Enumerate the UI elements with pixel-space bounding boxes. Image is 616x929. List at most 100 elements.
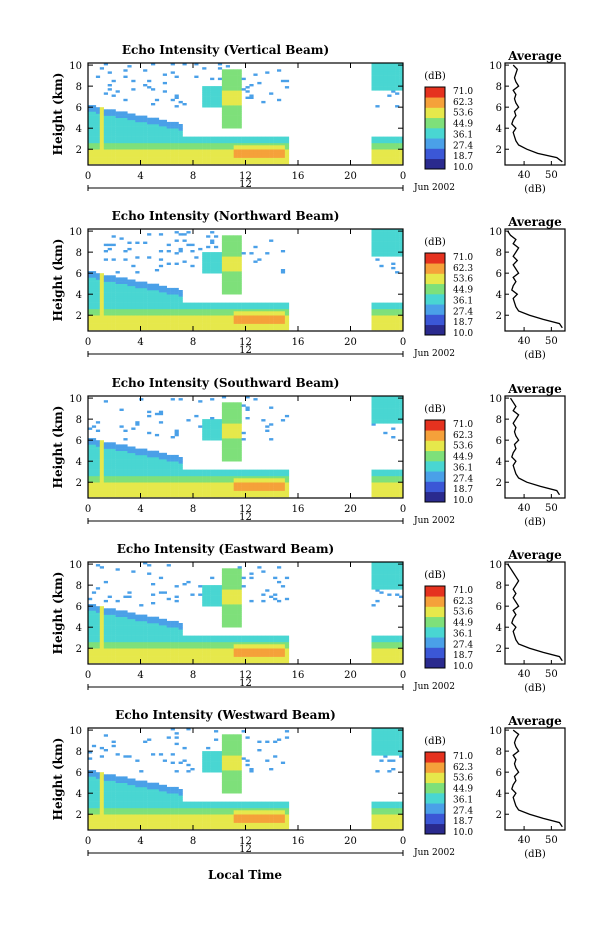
heatmap-cell [245,396,250,399]
heatmap-cell [202,88,207,91]
heatmap-cell [217,145,223,148]
heatmap-cell [190,304,195,308]
heatmap-cell [182,644,187,647]
heatmap-cell [166,134,171,137]
heatmap-cell [221,109,227,112]
heatmap-cell [217,438,223,441]
heatmap-cell [186,243,191,247]
heatmap-cell [119,130,124,133]
colorbar-tick-label: 71.0 [453,253,473,263]
heatmap-cell [174,650,179,653]
heatmap-cell [115,285,120,289]
heatmap-cell [123,124,128,127]
y-tick-label: 10 [69,61,82,72]
heatmap-cell [229,319,234,322]
heatmap-cell [166,650,171,653]
heatmap-cell [178,639,183,643]
heatmap-cell [214,315,219,318]
y-tick-label: 4 [76,457,82,468]
heatmap-cell [170,478,175,481]
heatmap-cell [261,161,266,165]
heatmap-cell [383,471,388,475]
heatmap-cell [143,290,148,293]
heatmap-cell [158,319,164,322]
heatmap-cell [383,254,388,257]
heatmap-cell [103,486,108,489]
heatmap-cell [241,469,246,472]
heatmap-cell [233,306,238,310]
heatmap-cell [135,465,140,468]
heatmap-cell [206,262,211,265]
heatmap-cell [103,484,108,487]
heatmap-cell [139,641,144,645]
heatmap-cell [154,454,160,458]
heatmap-cell [229,410,234,414]
heatmap-cell [111,639,116,643]
heatmap-cell [166,130,171,133]
heatmap-cell [162,132,167,135]
heatmap-cell [182,478,187,481]
heatmap-cell [88,608,93,611]
heatmap-cell [375,323,380,326]
heatmap-cell [395,402,400,405]
heatmap-cell [174,149,179,152]
heatmap-cell [91,315,97,318]
heatmap-cell [123,486,128,489]
heatmap-cell [107,71,112,74]
heatmap-cell [391,140,396,144]
heatmap-cell [395,88,400,91]
heatmap-cell [119,134,124,137]
heatmap-cell [151,311,156,314]
heatmap-cell [139,300,144,303]
heatmap-cell [154,149,160,152]
heatmap-cell [151,321,156,324]
heatmap-cell [123,467,128,470]
heatmap-cell [210,88,215,91]
heatmap-cell [229,235,234,238]
heatmap-cell [135,138,140,142]
heatmap-cell [241,252,246,255]
heatmap-cell [131,486,136,489]
heatmap-cell [202,490,207,493]
heatmap-cell [221,484,227,487]
average-frame [504,395,566,499]
heatmap-cell [233,147,238,150]
heatmap-cell [284,482,290,485]
heatmap-cell [111,292,116,295]
heatmap-cell [229,140,234,144]
colorbar-tick-label: 36.1 [453,463,473,473]
heatmap-cell [166,637,171,641]
heatmap-cell [395,410,400,414]
heatmap-cell [103,467,108,470]
heatmap-cell [210,475,215,479]
heatmap-cell [88,606,93,609]
heatmap-cell [261,478,266,481]
heatmap-cell [257,81,262,85]
heatmap-cell [88,287,93,291]
heatmap-cell [127,132,132,135]
heatmap-cell [127,247,132,251]
heatmap-cell [202,488,207,491]
heatmap-cell [280,494,286,498]
heatmap-cell [119,635,124,638]
heatmap-cell [143,311,148,314]
heatmap-cell [399,419,404,422]
heatmap-cell [123,157,128,160]
heatmap-cell [245,138,250,142]
heatmap-cell [182,140,187,144]
heatmap-cell [237,145,242,148]
heatmap-cell [95,275,101,278]
heatmap-cell [379,153,384,156]
heatmap-cell [131,467,136,470]
heatmap-cell [131,614,136,617]
heatmap-cell [265,488,270,491]
heatmap-cell [221,92,227,95]
heatmap-cell [139,644,144,647]
heatmap-cell [131,159,136,163]
heatmap-cell [115,627,120,630]
heatmap-cell [139,325,144,329]
heatmap-cell [178,145,183,148]
heatmap-cell [174,627,179,630]
heatmap-cell [178,126,183,129]
heatmap-cell [123,494,128,498]
